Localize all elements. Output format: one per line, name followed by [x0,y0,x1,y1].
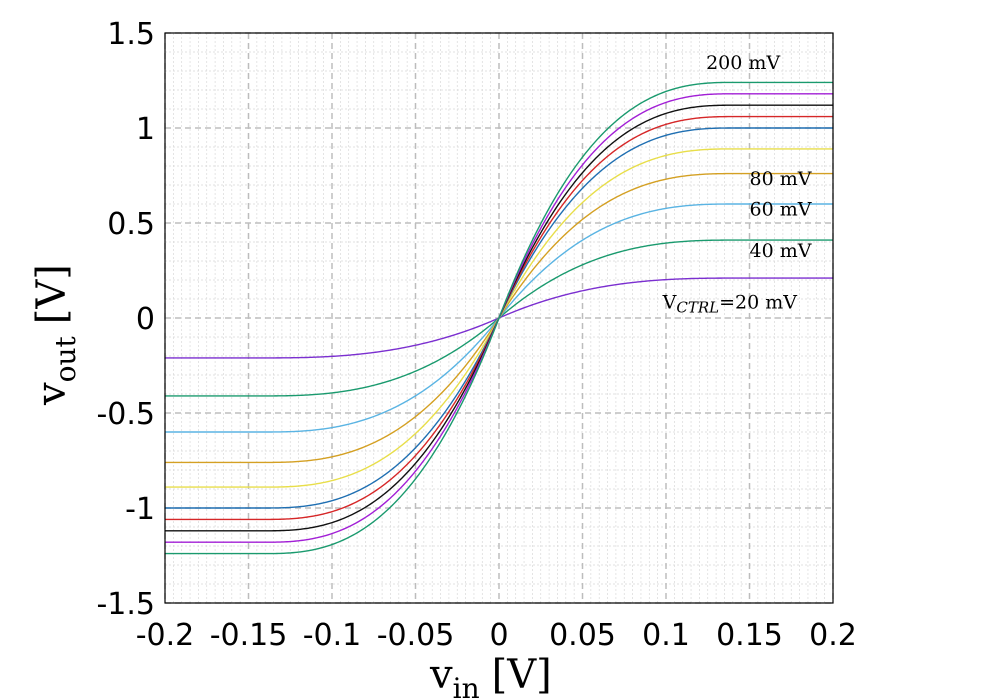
plot-frame [164,32,834,604]
series-annotation: 200 mV [706,52,780,74]
series-annotation: 80 mV [750,168,812,190]
y-axis-label-sub: out [49,336,82,383]
series-annotation: VCTRL=20 mV [662,292,798,317]
y-tick-label: 0.5 [107,207,155,242]
x-tick-label: 0 [489,618,508,653]
x-tick-label: 0.1 [642,618,690,653]
x-axis-label: vin [V] [429,652,552,700]
x-tick-label: 0.2 [809,618,857,653]
y-axis-label-unit: [V] [29,264,75,324]
y-tick-label: 1.5 [107,17,155,52]
x-axis-label-sub: in [453,672,480,700]
series-layer [165,81,833,555]
y-tick-label: 0 [136,302,155,337]
series-annotation: 40 mV [750,240,812,262]
x-tick-label: 0.05 [549,618,616,653]
x-tick-labels: -0.2 -0.15 -0.1 -0.05 0 0.05 0.1 0.15 0.2 [136,618,857,653]
y-tick-label: -1 [125,492,155,527]
x-tick-label: 0.15 [716,618,783,653]
x-axis-label-unit: [V] [492,652,552,698]
y-tick-label: -1.5 [96,587,155,622]
x-tick-label: -0.05 [377,618,455,653]
x-tick-label: -0.1 [303,618,362,653]
y-tick-labels: -1.5 -1 -0.5 0 0.5 1 1.5 [96,17,155,622]
x-tick-label: -0.15 [210,618,288,653]
y-tick-label: 1 [136,112,155,147]
annotation-rest: =20 mV [719,292,797,314]
x-tick-label: -0.2 [136,618,195,653]
series-line-9 [165,81,833,555]
y-tick-label: -0.5 [96,397,155,432]
y-axis-label: vout [V] [29,264,82,406]
annotation-sub: CTRL [676,299,719,317]
annotation-main: V [662,292,677,314]
series-annotation: 60 mV [750,198,812,220]
y-axis-label-main: v [29,382,75,406]
x-axis-label-main: v [429,652,453,698]
annotations: 200 mV 80 mV 60 mV 40 mV VCTRL=20 mV [662,52,812,316]
